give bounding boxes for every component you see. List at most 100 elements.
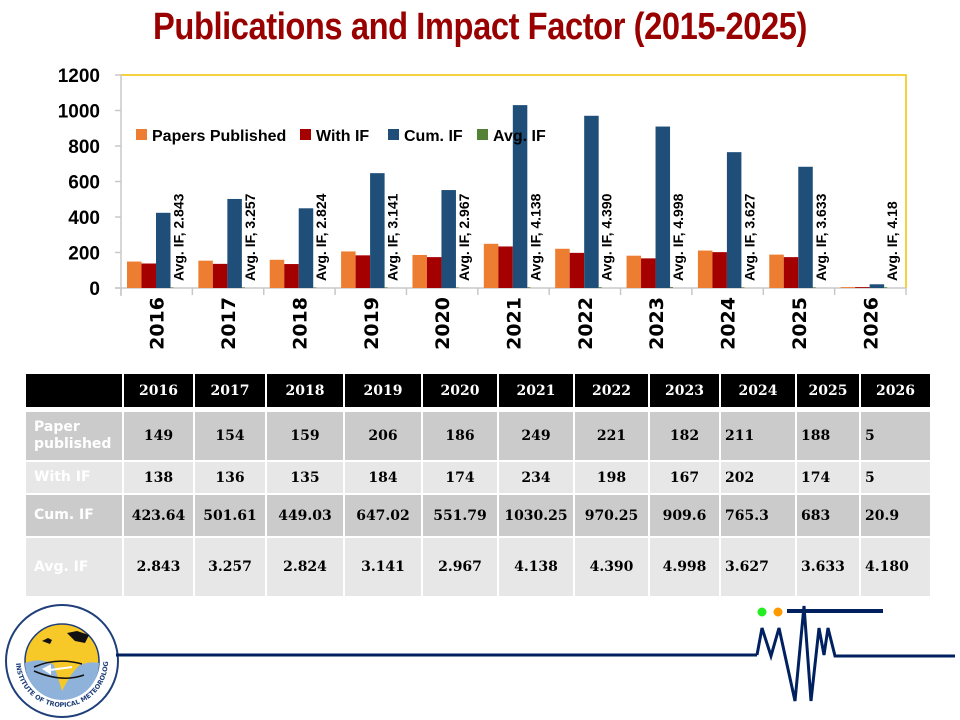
column-header: 2017 (193, 372, 267, 409)
x-tick-label: 2021 (504, 297, 526, 350)
bar-avg-if (527, 287, 531, 288)
legend-swatch (136, 129, 147, 140)
table-cell: 501.61 (193, 493, 267, 538)
iitm-logo: INDIAN INSTITUTE OF TROPICAL METEOROLOGY… (5, 604, 119, 718)
y-tick-label: 1200 (58, 66, 100, 87)
column-header: 2023 (648, 372, 721, 409)
table-cell: 159 (265, 410, 345, 462)
x-tick-label: 2020 (432, 297, 454, 350)
column-header: 2020 (421, 372, 499, 409)
column-header: 2018 (265, 372, 345, 409)
x-tick-label: 2026 (860, 297, 882, 350)
table-cell: 20.9 (859, 493, 932, 538)
table-cell: 2.843 (122, 536, 195, 598)
table-cell: 3.257 (193, 536, 267, 598)
row-header: With IF (24, 460, 124, 495)
bar-with-if (141, 263, 156, 288)
column-header: 2022 (573, 372, 650, 409)
data-label: Avg. IF, 2.824 (313, 193, 329, 281)
table-cell: 4.998 (648, 536, 721, 598)
column-header: 2024 (719, 372, 797, 409)
bar-papers-published (127, 261, 142, 288)
bar-avg-if (384, 287, 388, 288)
bar-avg-if (598, 287, 602, 288)
row-header: Avg. IF (24, 536, 124, 598)
column-header: 2016 (122, 372, 195, 409)
bar-cum-if (298, 208, 314, 288)
table-cell: 136 (193, 460, 267, 495)
data-label: Avg. IF, 2.843 (171, 193, 187, 281)
table-row-avg-if: Avg. IF 2.843 3.257 2.824 3.141 2.967 4.… (24, 536, 932, 598)
bar-avg-if (812, 287, 816, 288)
table-cell: 5 (859, 410, 932, 462)
y-tick-label: 600 (68, 173, 100, 194)
bar-cum-if (726, 152, 742, 288)
table-cell: 184 (343, 460, 423, 495)
table-cell: 3.141 (343, 536, 423, 598)
bar-cum-if (370, 173, 385, 288)
bar-cum-if (655, 126, 671, 289)
x-tick-label: 2018 (289, 297, 311, 350)
table-row-paper-published: Paper published 149 154 159 206 186 249 2… (24, 410, 932, 462)
data-label: Avg. IF, 4.390 (599, 193, 615, 281)
row-header: Cum. IF (24, 493, 124, 538)
table-cell: 198 (573, 460, 650, 495)
x-axis: 2016 2017 2018 2019 2020 2021 2022 2023 2024 2025… (115, 287, 907, 350)
bar-with-if (426, 257, 442, 288)
bar-papers-published (198, 260, 213, 288)
table-cell: 683 (795, 493, 861, 538)
bar-with-if (569, 252, 585, 288)
table-cell: 174 (795, 460, 861, 495)
table-cell: 3.633 (795, 536, 861, 598)
y-tick-label: 1000 (58, 102, 100, 123)
column-header: 2025 (795, 372, 861, 409)
data-label: Avg. IF, 3.633 (813, 193, 829, 281)
bar-papers-published (412, 254, 427, 288)
data-label: Avg. IF, 3.627 (741, 193, 757, 281)
table-cell: 186 (421, 410, 499, 462)
data-label: Avg. IF, 3.141 (385, 193, 401, 281)
legend-label: Avg. IF (493, 128, 546, 145)
y-tick-label: 200 (68, 244, 100, 265)
x-tick-label: 2016 (147, 297, 169, 350)
table-cell: 188 (795, 410, 861, 462)
bar-cum-if (869, 284, 885, 288)
table-cell: 2.967 (421, 536, 499, 598)
x-tick-label: 2025 (789, 297, 811, 350)
table-corner-cell (24, 372, 124, 409)
column-header: 2021 (497, 372, 575, 409)
bar-cum-if (156, 212, 171, 288)
y-tick-label: 0 (89, 279, 100, 300)
data-label: Avg. IF, 2.967 (456, 193, 472, 281)
table-cell: 154 (193, 410, 267, 462)
bar-cum-if (441, 190, 456, 288)
row-header: Paper published (24, 410, 124, 462)
table-cell: 3.627 (719, 536, 797, 598)
bar-avg-if (313, 287, 317, 288)
footer: INDIAN INSTITUTE OF TROPICAL METEOROLOGY… (5, 604, 955, 718)
bar-papers-published (555, 248, 570, 288)
data-label: Avg. IF, 4.998 (670, 193, 686, 281)
bar-avg-if (884, 287, 888, 288)
table-cell: 135 (265, 460, 345, 495)
bar-cum-if (512, 105, 528, 289)
bar-papers-published (483, 243, 499, 288)
row-header-line: Paper (34, 419, 80, 435)
bar-papers-published (769, 254, 784, 288)
bar-with-if (498, 246, 513, 288)
legend-swatch (300, 129, 311, 140)
table-cell: 221 (573, 410, 650, 462)
table-cell: 970.25 (573, 493, 650, 538)
bar-papers-published (840, 287, 856, 288)
table-cell: 909.6 (648, 493, 721, 538)
legend-label: Cum. IF (404, 128, 463, 145)
table-cell: 182 (648, 410, 721, 462)
table-cell: 4.390 (573, 536, 650, 598)
table-cell: 4.180 (859, 536, 932, 598)
legend-swatch (388, 129, 399, 140)
bar-papers-published (626, 255, 642, 288)
table-row-with-if: With IF 138 136 135 184 174 234 198 167 … (24, 460, 932, 495)
table-cell: 138 (122, 460, 195, 495)
x-tick-label: 2022 (575, 297, 597, 350)
